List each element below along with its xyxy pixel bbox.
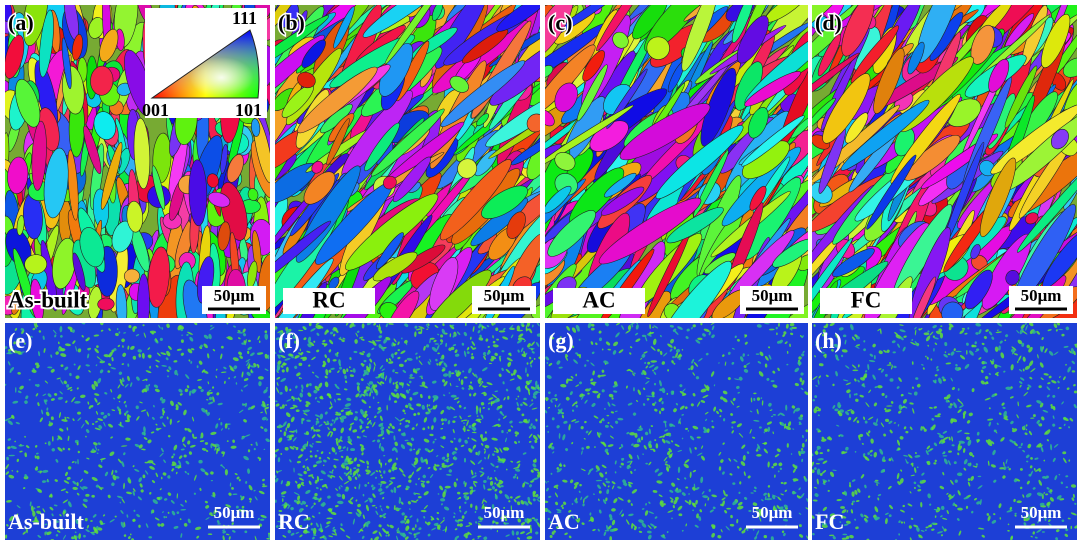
- kam-map: [545, 323, 808, 540]
- caption: As-built: [8, 287, 88, 312]
- scale-bar-label: 50μm: [752, 503, 793, 522]
- panel: (e) As-built 50μm: [5, 323, 270, 540]
- scale-bar-label: 50μm: [214, 503, 255, 522]
- caption: FC: [815, 509, 844, 534]
- panel-label: (e): [8, 328, 32, 353]
- caption: FC: [851, 287, 882, 312]
- caption: RC: [312, 287, 345, 312]
- legend-label: 101: [235, 100, 262, 120]
- panel: (h) FC 50μm: [812, 323, 1077, 540]
- caption-box: [820, 288, 912, 314]
- panel: (g) AC 50μm: [545, 323, 808, 540]
- panel-label: (b): [278, 10, 305, 35]
- caption: AC: [548, 509, 580, 534]
- caption-box: [553, 288, 645, 314]
- panel-label: (d): [815, 10, 842, 35]
- panel-label: (h): [815, 328, 842, 353]
- panel-label: (g): [548, 328, 574, 353]
- scale-bar-label: 50μm: [752, 286, 793, 305]
- caption: AC: [582, 287, 615, 312]
- ipf-triangle-white: [150, 29, 260, 99]
- panel-label: (c): [548, 10, 572, 35]
- kam-map: [812, 323, 1077, 540]
- kam-map: [5, 323, 270, 540]
- scale-bar-label: 50μm: [484, 286, 525, 305]
- panel-label: (f): [278, 328, 300, 353]
- caption: RC: [278, 509, 310, 534]
- caption: As-built: [8, 509, 84, 534]
- panel: (d) FC 50μm: [812, 5, 1077, 318]
- panel-label: (a): [8, 10, 34, 35]
- orientation-map: [275, 5, 540, 318]
- panel: (b) RC 50μm: [275, 5, 540, 318]
- panel: (f) RC 50μm: [275, 323, 540, 540]
- caption-box: [283, 288, 375, 314]
- scale-bar-label: 50μm: [484, 503, 525, 522]
- panel: (c) AC 50μm: [545, 5, 808, 318]
- legend-label: 111: [232, 8, 257, 28]
- ipf-legend: 111 001 101: [142, 8, 267, 120]
- kam-map: [275, 323, 540, 540]
- legend-label: 001: [142, 100, 169, 120]
- scale-bar-label: 50μm: [214, 286, 255, 305]
- scale-bar-label: 50μm: [1021, 286, 1062, 305]
- scale-bar-label: 50μm: [1021, 503, 1062, 522]
